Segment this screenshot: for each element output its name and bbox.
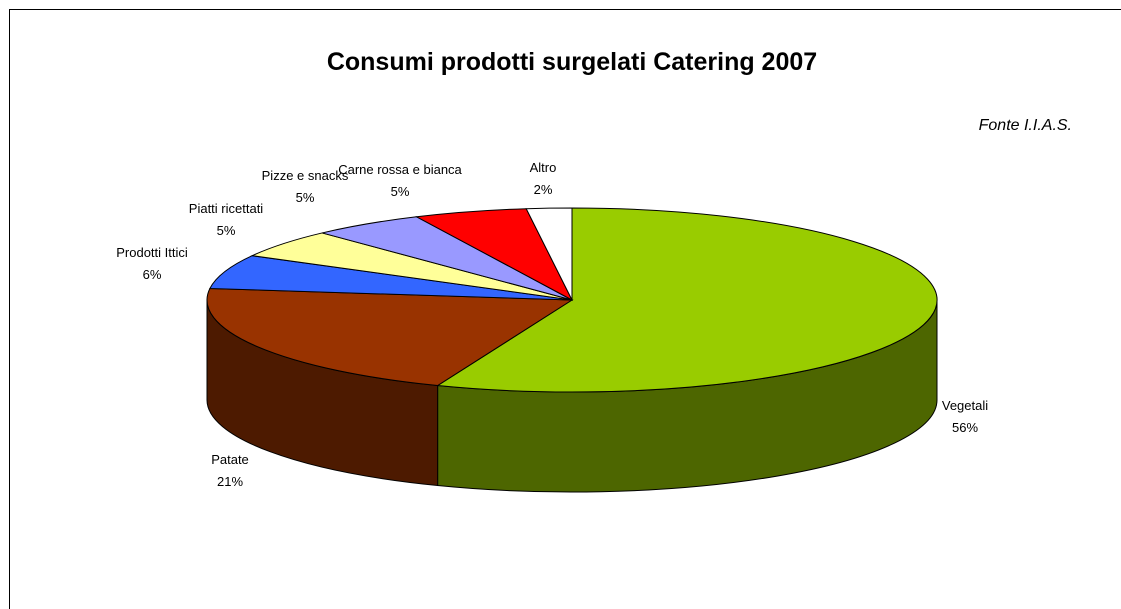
value-label: 56% <box>952 420 978 435</box>
value-label: 2% <box>534 182 553 197</box>
value-label: 5% <box>391 184 410 199</box>
value-label: 5% <box>296 190 315 205</box>
source-note: Fonte I.I.A.S. <box>979 117 1072 134</box>
slice-label: Piatti ricettati <box>189 201 264 216</box>
slice-label: Altro <box>530 160 557 175</box>
slice <box>436 207 938 393</box>
chart-title: Consumi prodotti surgelati Catering 2007 <box>327 48 817 76</box>
slice-label: Pizze e snacks <box>262 168 349 183</box>
slice <box>209 255 573 301</box>
slice-label: Vegetali <box>942 398 988 413</box>
value-label: 5% <box>217 223 236 238</box>
slice <box>525 207 573 301</box>
chart-border <box>9 9 1121 609</box>
slice <box>206 287 574 387</box>
value-label: 21% <box>217 474 243 489</box>
slice-label: Patate <box>211 452 249 467</box>
value-label: 6% <box>143 267 162 282</box>
slice-label: Prodotti Ittici <box>116 245 188 260</box>
slice-label: Carne rossa e bianca <box>338 162 462 177</box>
